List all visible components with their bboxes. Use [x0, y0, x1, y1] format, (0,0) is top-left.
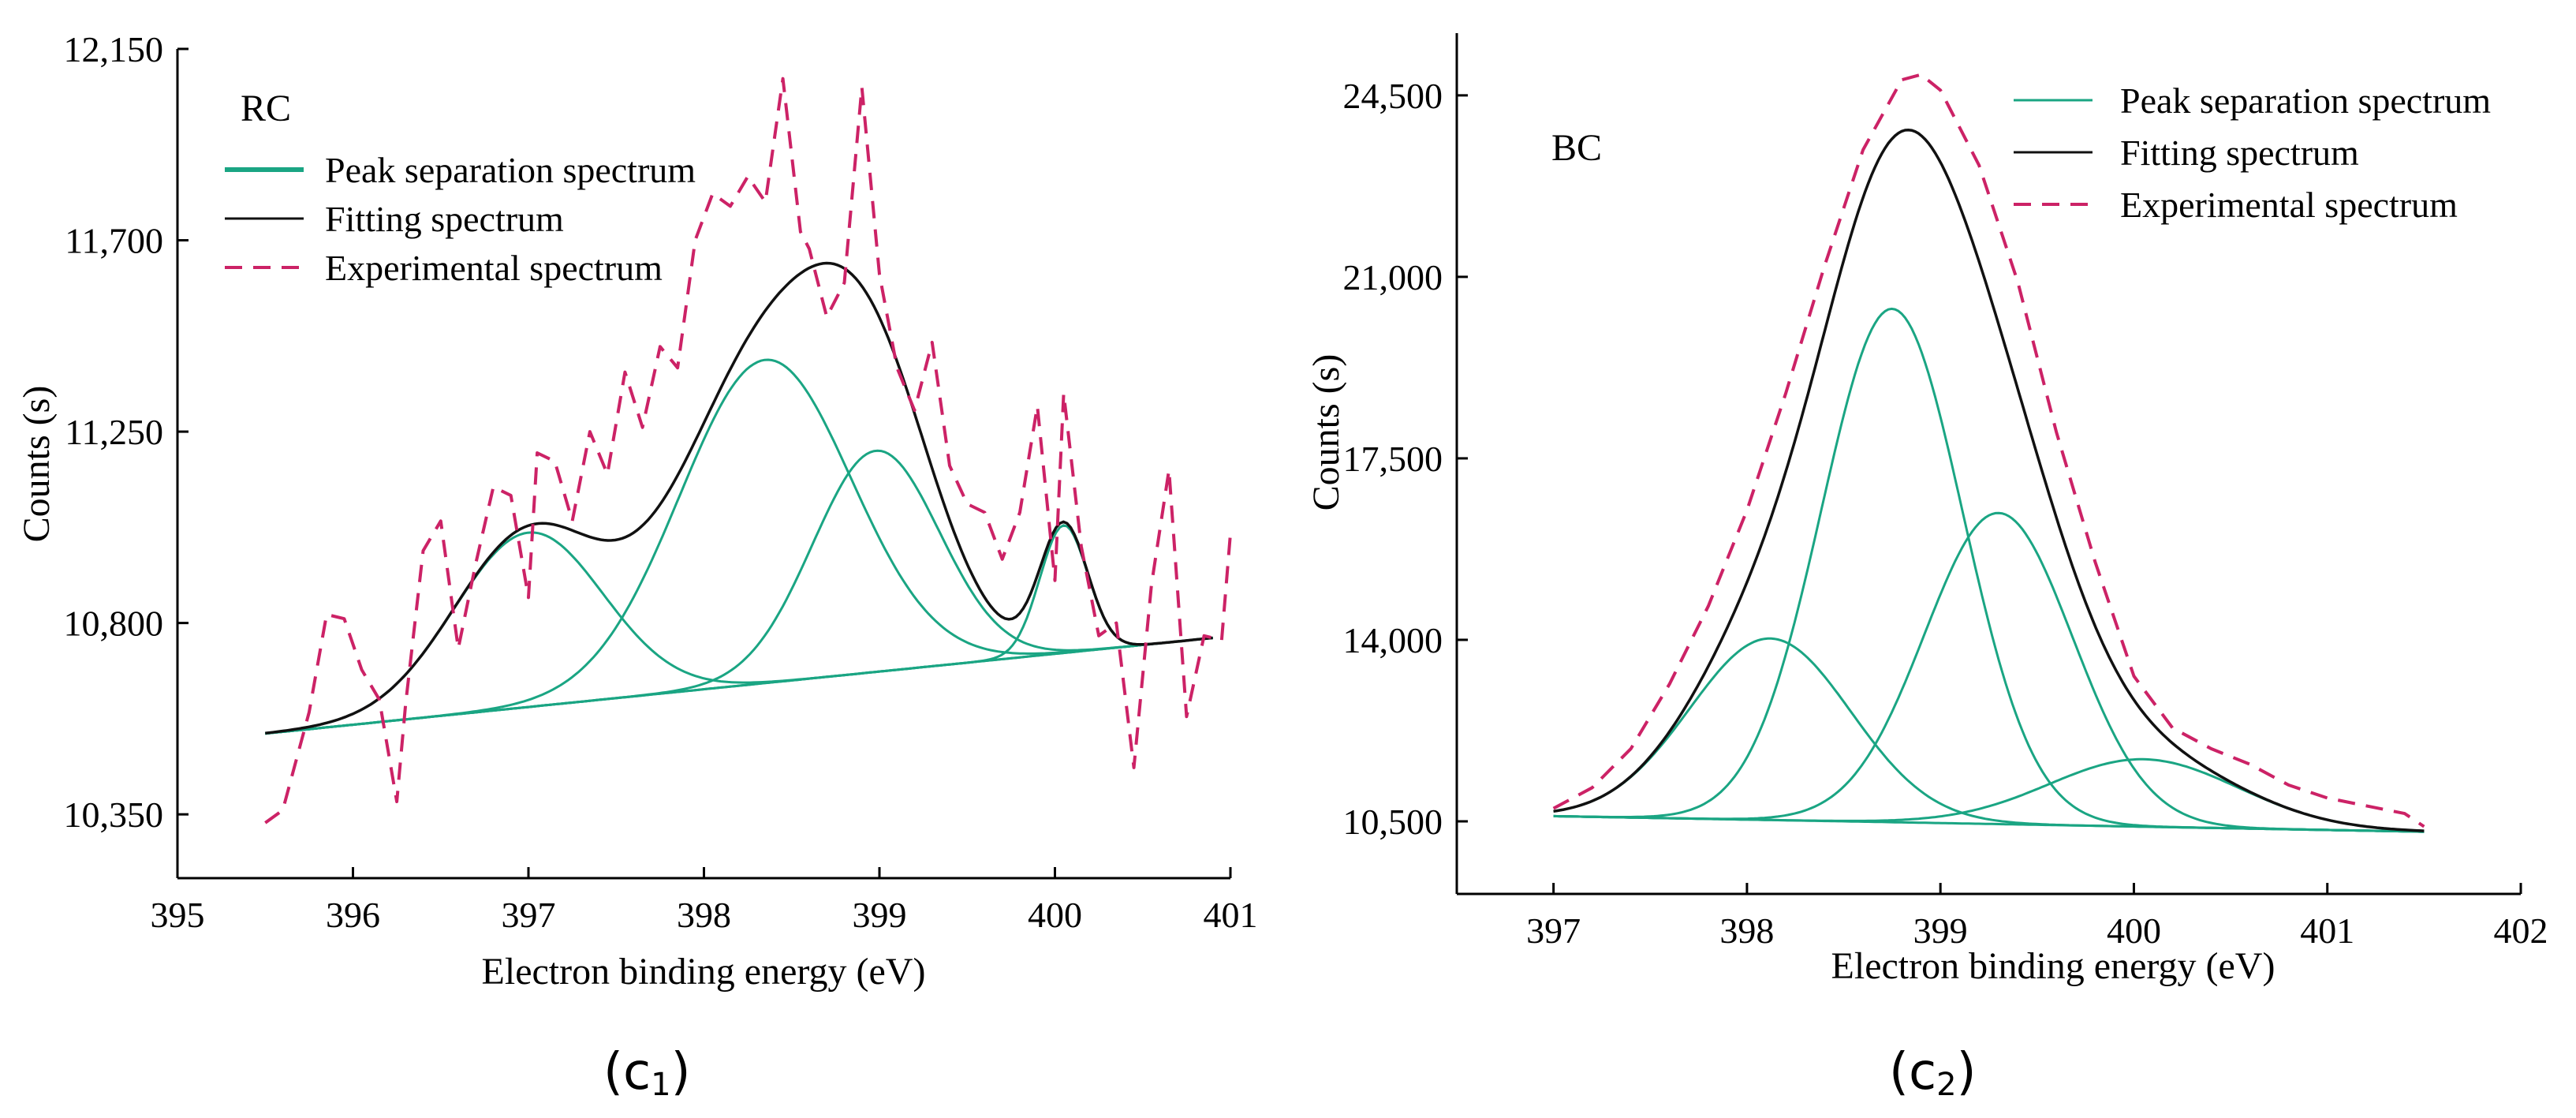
- bc-y-ticks: 10,500 14,000 17,500 21,000 24,500: [1343, 76, 1468, 842]
- bc-peak-1-curve: [1553, 637, 2425, 833]
- rc-y-tick-label: 10,350: [64, 795, 164, 835]
- rc-x-axis-title: Electron binding energy (eV): [482, 951, 926, 993]
- bc-x-axis-title: Electron binding energy (eV): [1831, 945, 2275, 987]
- rc-x-tick-label: 401: [1204, 895, 1258, 935]
- chart-rc: 395 396 397 398 399 400 401 10,350 10,800 11,250…: [16, 29, 1258, 1103]
- bc-peak-3-curve: [1553, 511, 2425, 833]
- rc-x-tick-label: 400: [1028, 895, 1082, 935]
- rc-panel-subscript: 1: [651, 1067, 670, 1103]
- chart-bc: 397 398 399 400 401 402 10,500 14,000 17,500 21,…: [1305, 33, 2548, 1103]
- bc-series: [1552, 73, 2425, 833]
- bc-x-ticks: 397 398 399 400 401 402: [1526, 883, 2548, 951]
- rc-legend-peak-label: Peak separation spectrum: [325, 150, 696, 190]
- rc-peak-1-curve: [265, 531, 1213, 735]
- bc-panel-label: (c: [1889, 1043, 1936, 1101]
- bc-panel-caption: (c2): [1889, 1043, 1977, 1103]
- rc-peak-4-curve: [265, 524, 1213, 735]
- bc-y-tick-label: 21,000: [1343, 257, 1443, 297]
- bc-x-tick-label: 401: [2300, 910, 2354, 951]
- bc-y-tick-label: 24,500: [1343, 76, 1443, 116]
- rc-x-tick-label: 399: [853, 895, 907, 935]
- rc-x-tick-label: 396: [326, 895, 380, 935]
- bc-y-tick-label: 17,500: [1343, 439, 1443, 479]
- bc-legend-peak-label: Peak separation spectrum: [2120, 80, 2491, 121]
- bc-y-tick-label: 10,500: [1343, 802, 1443, 842]
- rc-x-ticks: 395 396 397 398 399 400 401: [151, 867, 1258, 935]
- rc-experimental-curve: [264, 77, 1232, 824]
- bc-x-tick-label: 398: [1719, 910, 1774, 951]
- bc-chart-title: BC: [1551, 127, 1602, 169]
- bc-x-tick-label: 402: [2494, 910, 2548, 951]
- rc-x-tick-label: 398: [677, 895, 731, 935]
- rc-panel-label: (c: [603, 1043, 651, 1101]
- rc-y-ticks: 10,350 10,800 11,250 11,700 12,150: [64, 29, 189, 835]
- bc-legend-exp-label: Experimental spectrum: [2120, 185, 2458, 225]
- bc-x-tick-label: 400: [2107, 910, 2161, 951]
- rc-legend-exp-label: Experimental spectrum: [325, 248, 663, 288]
- bc-fitting-curve: [1553, 128, 2425, 832]
- rc-peak-2-curve: [265, 358, 1213, 735]
- rc-fitting-curve: [265, 261, 1213, 735]
- rc-y-tick-label: 12,150: [64, 29, 164, 69]
- rc-chart-title: RC: [241, 88, 291, 129]
- rc-y-tick-label: 11,250: [65, 412, 163, 452]
- bc-panel-close: ): [1957, 1043, 1977, 1101]
- rc-panel-caption: (c1): [603, 1043, 691, 1103]
- bc-panel-subscript: 2: [1936, 1067, 1956, 1103]
- bc-peak-2-curve: [1553, 307, 2425, 833]
- rc-y-tick-label: 11,700: [65, 221, 163, 261]
- bc-y-axis-title: Counts (s): [1305, 354, 1347, 511]
- bc-x-tick-label: 397: [1526, 910, 1581, 951]
- rc-panel-close: ): [671, 1043, 691, 1101]
- rc-legend: Peak separation spectrum Fitting spectru…: [225, 150, 696, 288]
- bc-y-tick-label: 14,000: [1343, 620, 1443, 660]
- bc-experimental-curve: [1552, 73, 2425, 828]
- rc-legend-fit-label: Fitting spectrum: [325, 199, 564, 239]
- rc-x-tick-label: 397: [502, 895, 556, 935]
- rc-x-tick-label: 395: [151, 895, 205, 935]
- rc-y-axis-title: Counts (s): [16, 386, 58, 543]
- bc-x-tick-label: 399: [1913, 910, 1968, 951]
- bc-plot-area: [1455, 33, 2521, 896]
- rc-y-tick-label: 10,800: [64, 604, 164, 644]
- bc-legend-fit-label: Fitting spectrum: [2120, 133, 2359, 173]
- bc-legend: Peak separation spectrum Fitting spectru…: [2014, 80, 2491, 225]
- rc-series: [264, 77, 1232, 824]
